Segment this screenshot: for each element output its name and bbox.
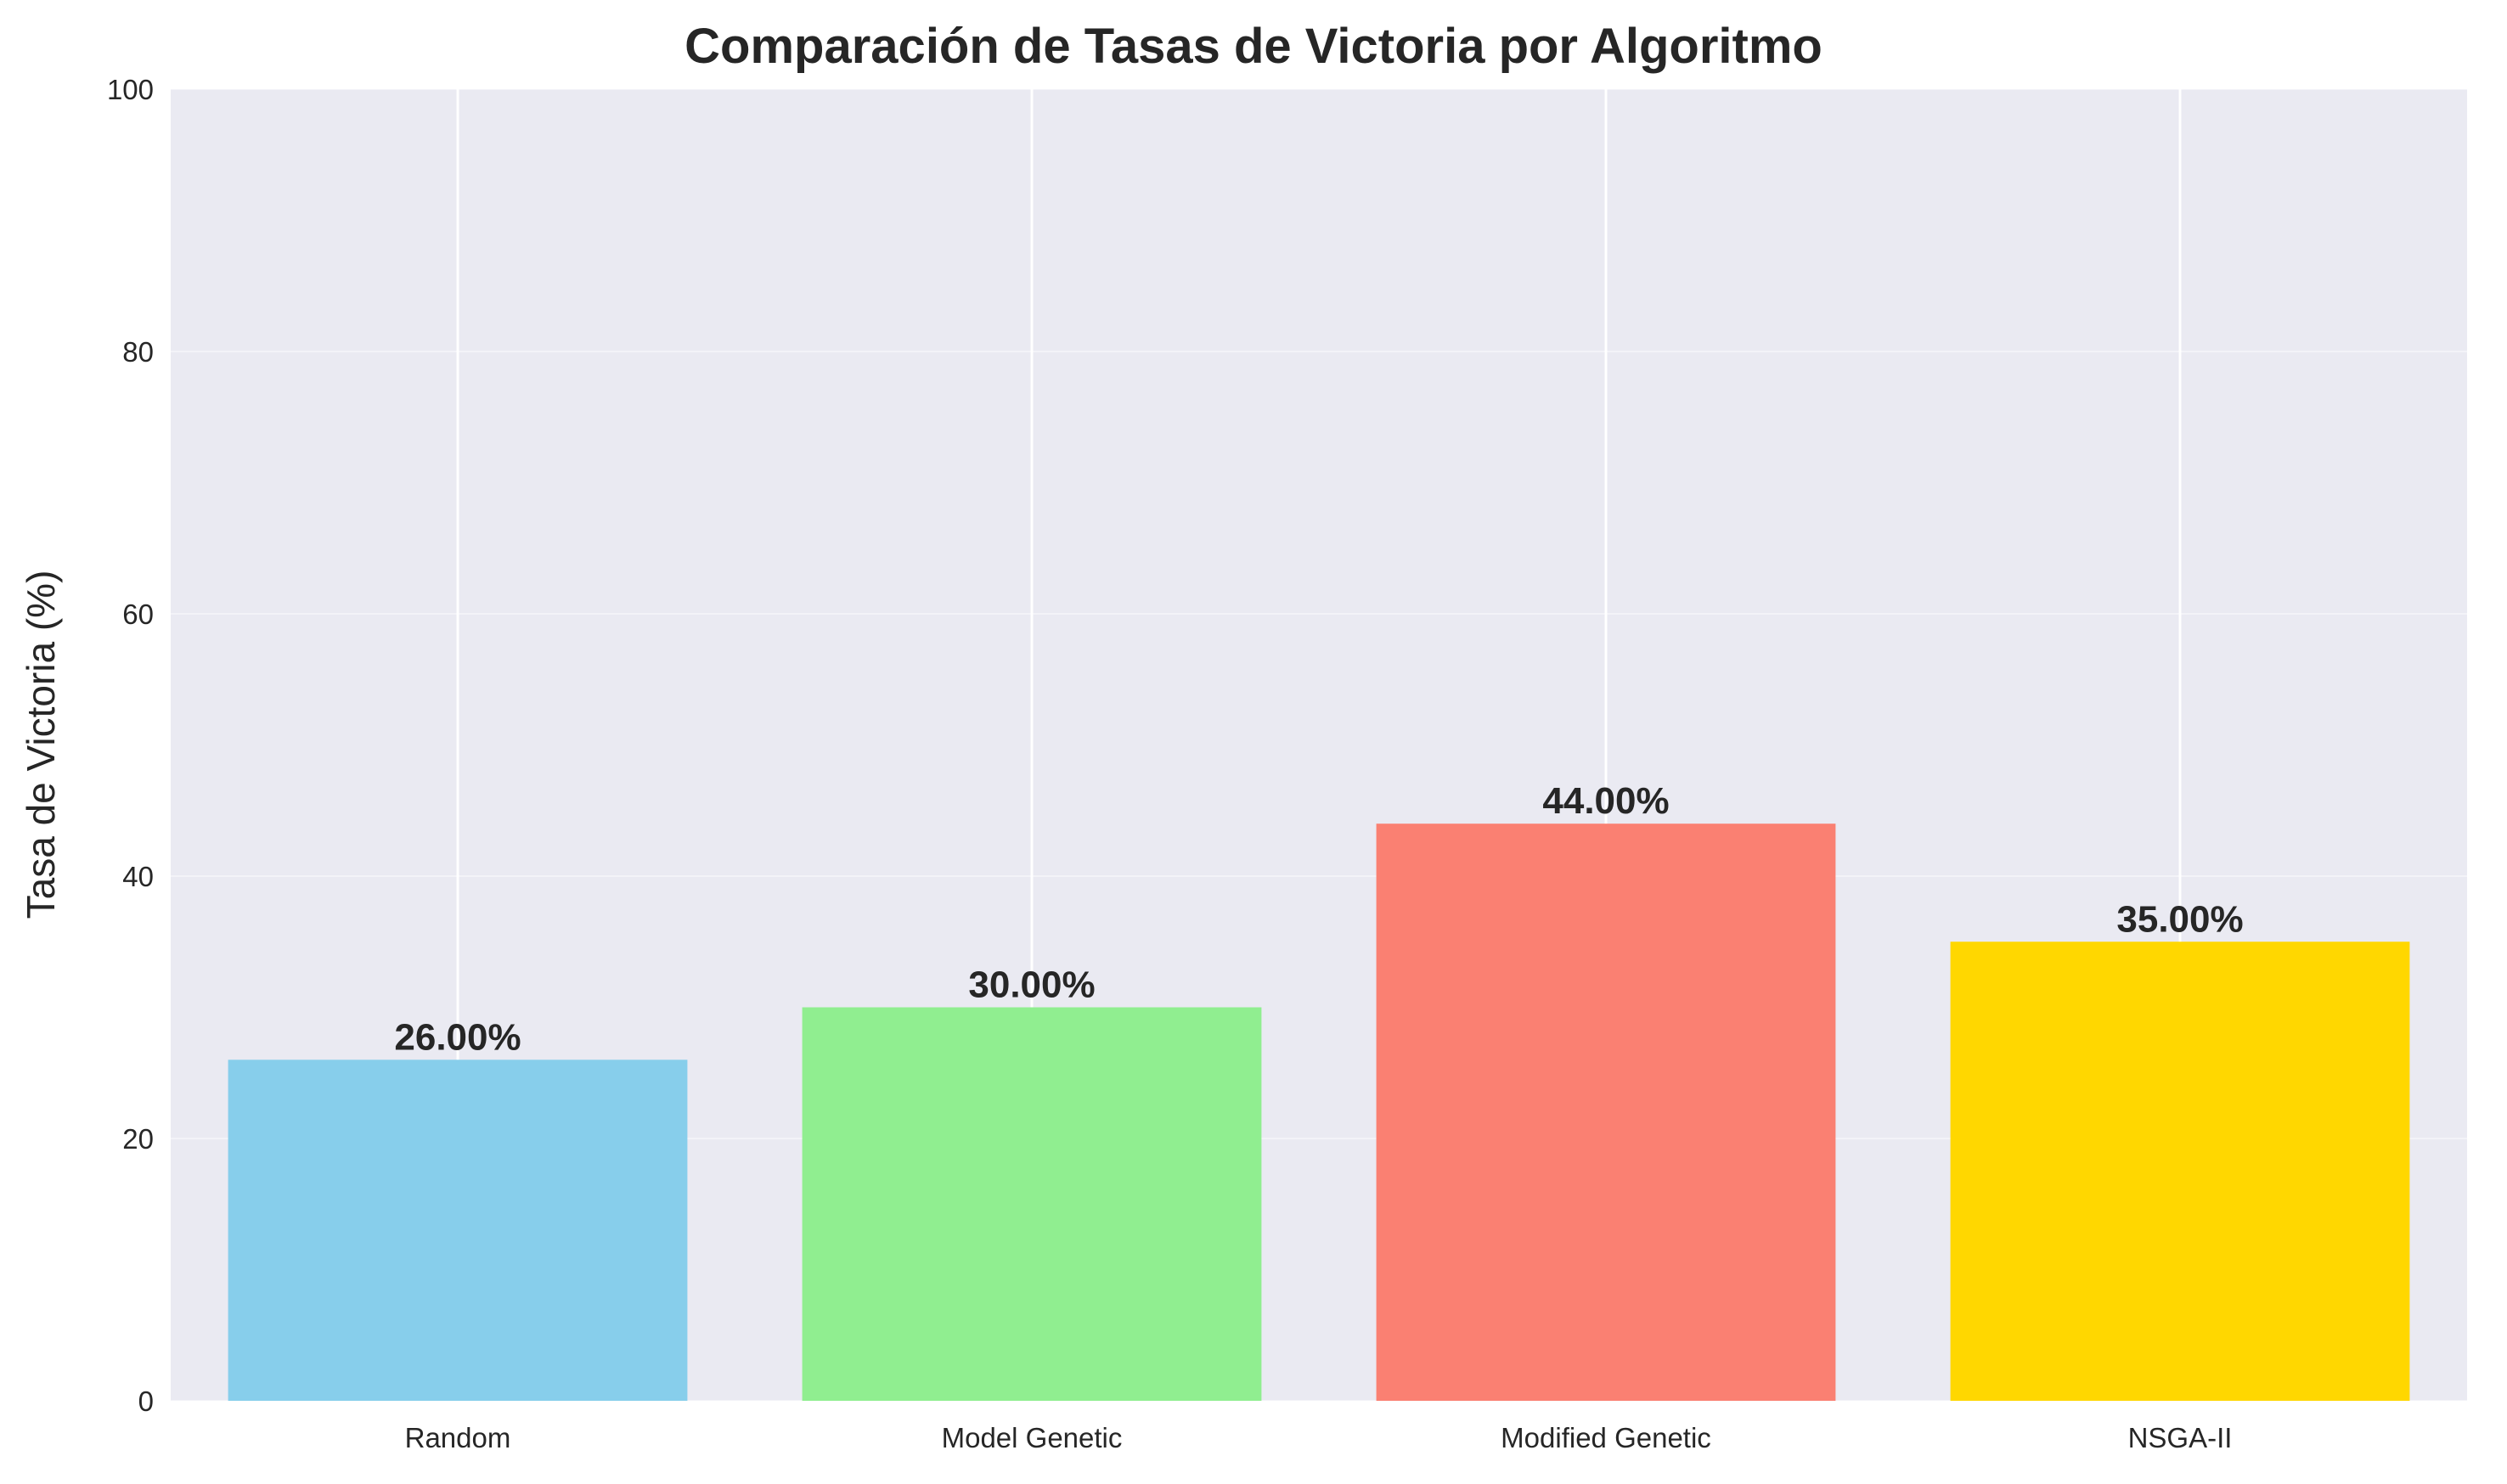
bar-value-label: 30.00% [968, 964, 1095, 1006]
x-tick-labels: Random Model Genetic Modified Genetic NSGA-… [405, 1422, 2233, 1453]
y-tick-label: 100 [107, 74, 154, 105]
bar-value-label: 26.00% [394, 1016, 521, 1058]
y-tick-label: 0 [138, 1386, 154, 1417]
bar-modified-genetic [1376, 824, 1836, 1401]
y-tick-label: 80 [122, 336, 154, 368]
bar-value-label: 35.00% [2116, 898, 2243, 940]
value-labels: 26.00% 30.00% 44.00% 35.00% [394, 780, 2243, 1058]
x-tick-label: Modified Genetic [1501, 1422, 1711, 1453]
bars [228, 824, 2410, 1401]
y-tick-label: 20 [122, 1123, 154, 1155]
bar-model-genetic [802, 1007, 1262, 1401]
bar-nsga-ii [1950, 942, 2410, 1401]
bar-random [228, 1060, 688, 1401]
bar-value-label: 44.00% [1542, 780, 1669, 822]
chart-title: Comparación de Tasas de Victoria por Alg… [684, 19, 1823, 74]
y-axis-label: Tasa de Victoria (%) [19, 571, 63, 919]
y-tick-label: 40 [122, 861, 154, 892]
x-tick-label: NSGA-II [2128, 1422, 2233, 1453]
x-tick-label: Model Genetic [942, 1422, 1123, 1453]
y-tick-label: 60 [122, 599, 154, 630]
y-tick-labels: 0 20 40 60 80 100 [107, 74, 154, 1417]
x-tick-label: Random [405, 1422, 511, 1453]
